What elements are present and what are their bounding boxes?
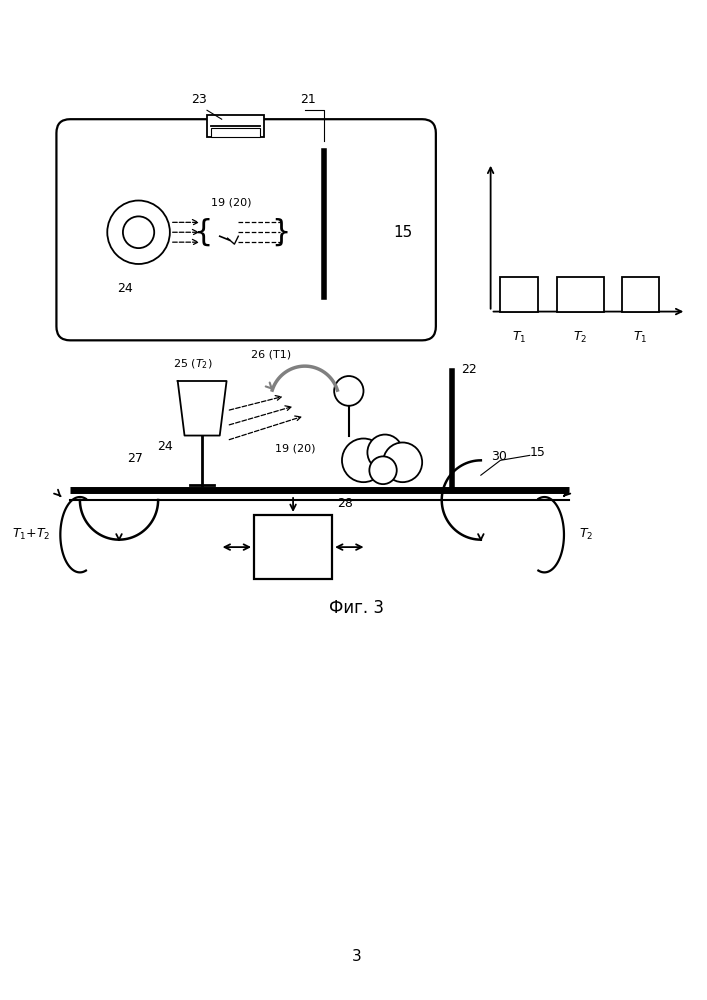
Text: 29: 29 xyxy=(285,541,301,554)
Text: 15: 15 xyxy=(530,446,546,459)
Circle shape xyxy=(342,439,385,482)
Bar xyxy=(254,515,332,579)
Text: 30: 30 xyxy=(491,450,506,463)
Text: Фиг. 3: Фиг. 3 xyxy=(329,599,384,617)
Text: 3: 3 xyxy=(352,949,361,964)
Bar xyxy=(207,115,264,137)
FancyBboxPatch shape xyxy=(57,119,436,340)
Circle shape xyxy=(368,435,402,470)
Text: 23: 23 xyxy=(192,93,207,106)
Bar xyxy=(211,128,260,137)
Text: 21: 21 xyxy=(300,93,316,106)
Circle shape xyxy=(123,216,154,248)
Text: 24: 24 xyxy=(117,282,133,295)
Text: }: } xyxy=(271,218,291,247)
Text: $T_2$: $T_2$ xyxy=(573,329,588,345)
Text: 28: 28 xyxy=(337,497,353,510)
Text: $T_2$: $T_2$ xyxy=(578,527,593,542)
Bar xyxy=(501,277,537,312)
Circle shape xyxy=(369,456,397,484)
Text: $T_1$: $T_1$ xyxy=(633,329,648,345)
Text: 27: 27 xyxy=(127,452,143,465)
Text: $T_1$+$T_2$: $T_1$+$T_2$ xyxy=(12,527,51,542)
Bar xyxy=(557,277,604,312)
Text: 19 (20): 19 (20) xyxy=(211,197,252,207)
Text: 26 (T1): 26 (T1) xyxy=(251,349,291,359)
Circle shape xyxy=(383,442,422,482)
Text: 15: 15 xyxy=(393,225,412,240)
Circle shape xyxy=(107,201,170,264)
Bar xyxy=(621,277,659,312)
Text: 22: 22 xyxy=(461,363,477,376)
Text: 25 ($T_2$): 25 ($T_2$) xyxy=(173,357,212,371)
Text: $T_1$: $T_1$ xyxy=(512,329,526,345)
Circle shape xyxy=(334,376,363,406)
Text: 19 (20): 19 (20) xyxy=(275,443,315,453)
Text: {: { xyxy=(194,218,213,247)
Text: 24: 24 xyxy=(157,440,173,454)
